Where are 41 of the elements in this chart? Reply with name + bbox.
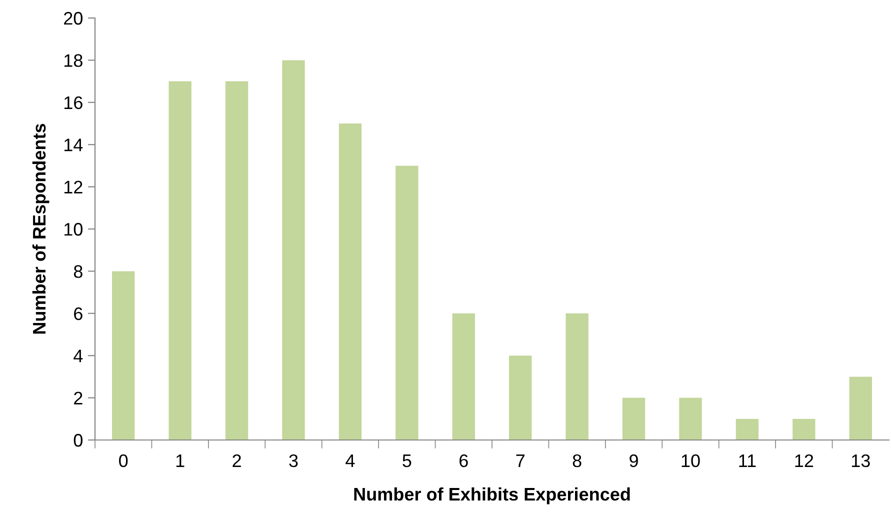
bar <box>622 398 646 440</box>
x-tick-label: 2 <box>232 454 241 467</box>
bar <box>849 376 872 440</box>
bar <box>736 418 759 440</box>
bar <box>282 60 305 440</box>
bar <box>396 166 418 440</box>
bar <box>225 81 248 440</box>
x-tick-label: 11 <box>739 454 756 467</box>
y-tick-label: 10 <box>64 222 82 236</box>
y-tick-label: 20 <box>64 12 82 25</box>
bar <box>112 271 135 440</box>
x-tick-label: 0 <box>119 454 128 468</box>
y-axis-title: Number of REspondents <box>32 124 50 334</box>
x-tick-label: 7 <box>516 454 524 467</box>
bar <box>679 398 702 440</box>
bar <box>792 418 816 440</box>
y-tick-label: 0 <box>74 434 82 447</box>
y-tick-label: 18 <box>64 54 82 67</box>
bar <box>338 124 362 440</box>
x-tick-label: 9 <box>630 454 638 468</box>
x-tick-label: 3 <box>289 454 298 468</box>
y-tick-label: 6 <box>74 307 82 320</box>
bar <box>452 313 475 440</box>
x-tick-label: 5 <box>402 454 412 468</box>
x-tick-label: 6 <box>460 454 468 468</box>
x-tick-label: 13 <box>852 454 870 468</box>
y-tick-label: 8 <box>74 265 82 278</box>
x-tick-label: 1 <box>176 454 184 467</box>
y-tick-label: 14 <box>64 138 83 152</box>
y-tick-label: 16 <box>64 96 82 110</box>
x-tick-label: 12 <box>795 454 814 467</box>
bar <box>509 356 532 440</box>
bar <box>168 81 192 440</box>
bar <box>566 313 588 440</box>
x-axis-title: Number of Exhibits Experienced <box>354 487 630 504</box>
y-tick-label: 2 <box>74 392 82 404</box>
y-tick-label: 4 <box>74 350 83 362</box>
x-tick-label: 4 <box>346 454 355 467</box>
x-tick-label: 8 <box>572 454 582 468</box>
x-tick-label: 10 <box>682 454 700 468</box>
y-tick-label: 12 <box>64 180 82 194</box>
